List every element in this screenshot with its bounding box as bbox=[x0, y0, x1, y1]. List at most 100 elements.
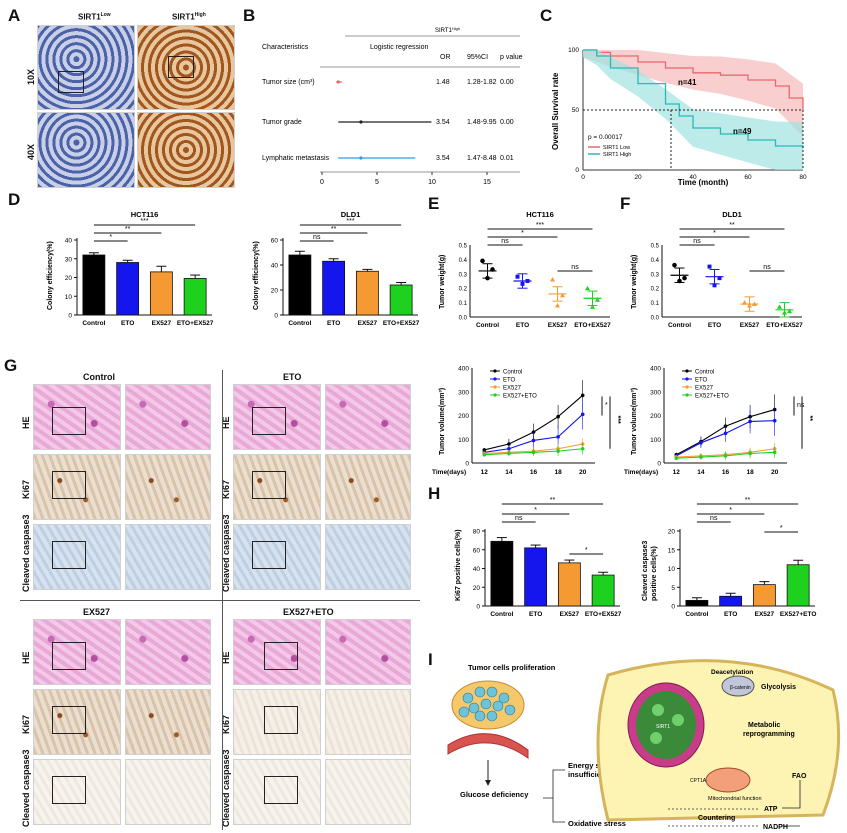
tumor-label: Tumor cells proliferation bbox=[468, 663, 556, 672]
y-axis-label: Cleaved caspase3 bbox=[642, 541, 649, 601]
category-label: ETO bbox=[516, 322, 529, 329]
p-value: 0.00 bbox=[500, 79, 514, 86]
or-value: 3.54 bbox=[436, 119, 450, 126]
data-point bbox=[531, 450, 536, 455]
tick-label: 12 bbox=[673, 469, 681, 476]
histology-overview-image bbox=[33, 384, 121, 450]
histology-overview-image bbox=[233, 619, 321, 685]
chart-title: DLD1 bbox=[722, 210, 742, 219]
histology-zoom-image bbox=[325, 524, 411, 590]
category-label: EX527 bbox=[560, 611, 580, 618]
tick-label: 100 bbox=[650, 437, 661, 444]
sig-label: *** bbox=[140, 218, 148, 225]
category-label: ETO bbox=[708, 322, 721, 329]
grid-divider bbox=[20, 600, 420, 601]
legend-label: Control bbox=[503, 370, 522, 376]
tick-label: 0.5 bbox=[459, 244, 468, 250]
category-label: Control bbox=[685, 611, 708, 618]
tick-label: 16 bbox=[530, 469, 538, 476]
survival-curve bbox=[583, 49, 804, 110]
category-label: ETO+EX527 bbox=[383, 320, 420, 327]
tick-label: 100 bbox=[458, 437, 469, 444]
tick-label: 40 bbox=[689, 174, 697, 181]
mito-label: Mitochondrial function bbox=[708, 796, 762, 802]
legend-marker bbox=[685, 393, 689, 397]
legend-marker bbox=[493, 393, 497, 397]
category-label: ETO+EX527 bbox=[585, 611, 622, 618]
cpt1a-label: CPT1A bbox=[690, 778, 707, 784]
tick-label: 200 bbox=[650, 413, 661, 420]
category-label: Control bbox=[82, 320, 105, 327]
sig-label: ns bbox=[313, 234, 321, 241]
bar bbox=[116, 262, 140, 316]
y-axis-label: Colony efficiency(%) bbox=[47, 241, 54, 310]
pvalue-label: p = 0.00017 bbox=[588, 134, 623, 141]
tick-label: 50 bbox=[572, 107, 580, 114]
group-title: EX527+ETO bbox=[283, 607, 334, 617]
legend-low-text: SIRT1 Low bbox=[603, 145, 630, 151]
tick-label: 80 bbox=[799, 174, 807, 181]
tick-label: 14 bbox=[505, 469, 513, 476]
zoom-box bbox=[252, 541, 286, 569]
data-point bbox=[482, 452, 487, 457]
data-point bbox=[777, 304, 782, 309]
sig-label: ns bbox=[693, 238, 701, 245]
category-label: ETO+EX527 bbox=[766, 322, 803, 329]
or-point bbox=[359, 120, 363, 124]
tick-label: 0 bbox=[320, 179, 324, 186]
legend-label: EX527+ETO bbox=[695, 394, 729, 400]
data-point bbox=[556, 435, 560, 439]
bar bbox=[322, 260, 346, 316]
data-point bbox=[748, 419, 752, 424]
data-point bbox=[787, 308, 792, 314]
y-axis-label: Tumor weight(g) bbox=[631, 255, 638, 309]
c-xlabel: Time (month) bbox=[678, 178, 729, 187]
chart-title: HCT116 bbox=[131, 210, 159, 219]
bar bbox=[752, 584, 776, 607]
category-label: ETO bbox=[529, 611, 542, 618]
sig-label: * bbox=[729, 507, 732, 514]
sig-label: ** bbox=[745, 497, 751, 504]
ihc-low-40x-image bbox=[37, 112, 135, 188]
data-point bbox=[772, 450, 777, 455]
zoom-box bbox=[264, 776, 298, 804]
panel-f-weight-scatter: DLD1 Tumor weight(g) 0.0 0.1 0.2 0.3 0.4 0.5 Con… bbox=[631, 210, 803, 329]
data-point bbox=[595, 297, 600, 302]
histology-overview-image bbox=[33, 454, 121, 520]
category-label: Control bbox=[476, 322, 499, 329]
or-value: 1.48 bbox=[436, 79, 450, 86]
legend-high-text: SIRT1 High bbox=[603, 152, 631, 158]
glucose-label: Glucose deficiency bbox=[460, 790, 529, 799]
y-axis-label: Tumor weight(g) bbox=[439, 255, 446, 309]
data-point bbox=[723, 454, 728, 458]
zoom-box bbox=[52, 642, 86, 670]
chart-title: HCT116 bbox=[526, 210, 554, 219]
panel-h-ki67-bar: Ki67 positive cells(%) 0 20 40 60 80 Control ET… bbox=[455, 497, 622, 618]
forest-row-label: Tumor grade bbox=[262, 119, 302, 126]
data-point bbox=[672, 262, 677, 268]
zoom-box bbox=[52, 541, 86, 569]
category-label: EX527 bbox=[755, 611, 775, 618]
oxstress-label: Oxidative stress bbox=[568, 819, 626, 828]
bar bbox=[288, 254, 312, 316]
tick-label: 0 bbox=[476, 604, 480, 611]
tick-label: 0 bbox=[671, 604, 675, 611]
tick-label: 30 bbox=[65, 256, 73, 263]
col-high-label: SIRT1High bbox=[172, 12, 206, 22]
tick-label: 400 bbox=[650, 366, 661, 373]
col-ci: 95%CI bbox=[467, 54, 488, 61]
y-axis-label: Ki67 positive cells(%) bbox=[455, 529, 462, 601]
tick-label: 20 bbox=[668, 529, 676, 536]
bar bbox=[524, 547, 548, 607]
sig-label: ns bbox=[763, 264, 771, 271]
category-label: EX527 bbox=[548, 322, 568, 329]
zoom-box bbox=[52, 407, 86, 435]
histology-zoom-image bbox=[325, 454, 411, 520]
zoom-box bbox=[58, 71, 84, 93]
tick-label: 0.1 bbox=[459, 301, 468, 307]
tick-label: 0.4 bbox=[651, 258, 660, 264]
header-top: SIRT1High bbox=[435, 26, 460, 34]
histology-overview-image bbox=[33, 689, 121, 755]
histology-overview-image bbox=[233, 384, 321, 450]
tick-label: 80 bbox=[473, 529, 481, 536]
